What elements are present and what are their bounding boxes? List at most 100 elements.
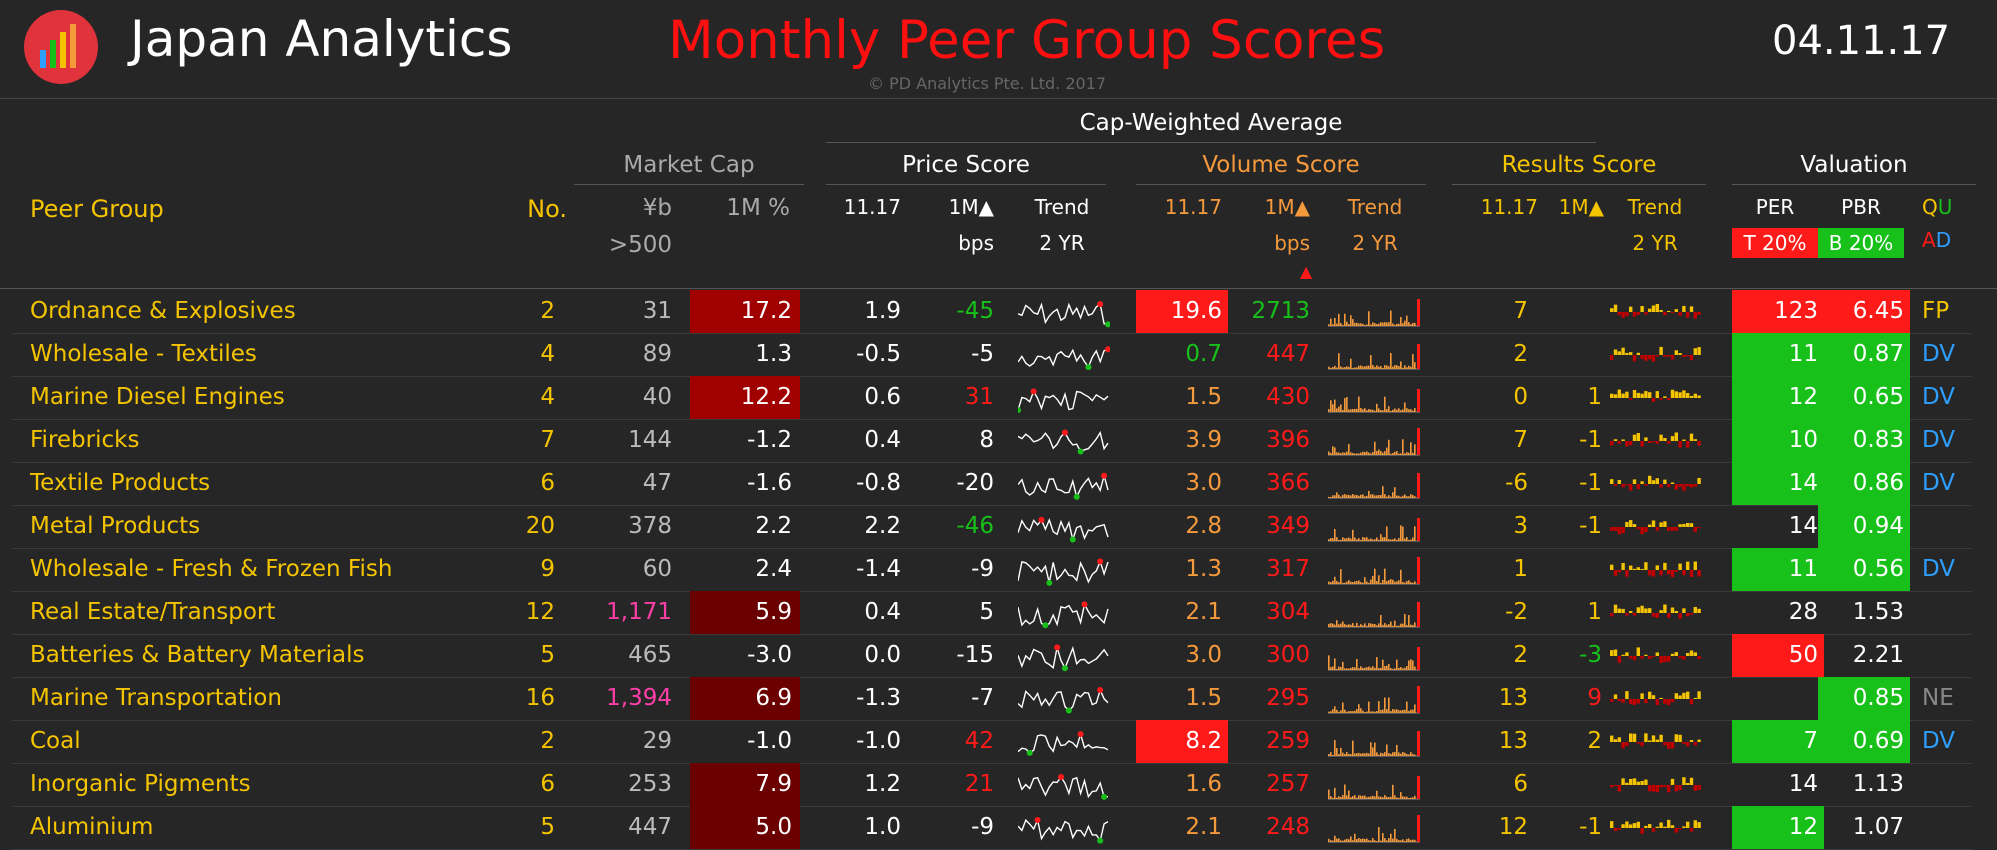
results-trend-cell [1610,381,1702,419]
volume-score-1m-bps: 349 [1266,513,1310,539]
col-qu-u: U [1937,195,1953,219]
pbr-value: 6.45 [1818,290,1910,333]
market-cap-value: 60 [642,556,672,582]
results-score-value: 2 [1513,642,1528,668]
results-score-1m: -3 [1579,642,1602,668]
table-row[interactable]: Wholesale - Fresh & Frozen Fish 9 60 2.4 -1.… [12,548,1972,592]
volume-trend-sparkline [1328,518,1420,542]
col-price-1m[interactable]: 1M▲ [948,195,994,219]
peer-group-name[interactable]: Metal Products [30,513,201,539]
table-row[interactable]: Real Estate/Transport 12 1,171 5.9 0.4 5 2.1 30… [12,591,1972,635]
col-no[interactable]: No. [527,195,567,223]
results-trend-cell [1610,467,1702,505]
peer-group-name[interactable]: Marine Diesel Engines [30,384,285,410]
peer-group-name[interactable]: Ordnance & Explosives [30,298,296,324]
table-row[interactable]: Marine Diesel Engines 4 40 12.2 0.6 31 1.5 430 0… [12,376,1972,420]
col-per[interactable]: PER [1755,195,1795,219]
volume-trend-cell [1328,381,1422,419]
market-cap-1m-pct: 5.0 [690,806,800,849]
table-row[interactable]: Wholesale - Textiles 4 89 1.3 -0.5 -5 0.7 447 2 1… [12,333,1972,377]
col-ad[interactable]: AD [1922,228,1951,252]
per-filter-badge: T 20% [1732,228,1818,258]
col-volume-1117[interactable]: 11.17 [1164,195,1222,219]
market-cap-1m-pct: -1.6 [747,470,792,496]
col-pbr[interactable]: PBR [1841,195,1881,219]
volume-trend-cell [1328,467,1422,505]
peer-group-name[interactable]: Textile Products [30,470,211,496]
col-results-1m[interactable]: 1M▲ [1558,195,1604,219]
table-row[interactable]: Coal 2 29 -1.0 -1.0 42 8.2 259 13 2 7 0.69 DV [12,720,1972,764]
volume-trend-sparkline [1328,428,1420,456]
volume-trend-cell [1328,682,1422,720]
price-score-1m-bps: -20 [956,470,994,496]
peer-group-name[interactable]: Batteries & Battery Materials [30,642,365,668]
price-score-1m-bps: -5 [971,341,994,367]
peer-group-name[interactable]: Aluminium [30,814,154,840]
peer-group-name[interactable]: Inorganic Pigments [30,771,251,797]
peer-group-name[interactable]: Coal [30,728,81,754]
group-divider [826,184,1106,185]
volume-trend-sparkline [1328,557,1420,585]
header-divider [0,98,1997,99]
pbr-value: 0.94 [1818,505,1910,548]
results-trend-sparkline [1610,389,1701,402]
price-score-1m-bps: -46 [956,513,994,539]
price-score-1m-bps: 42 [964,728,994,754]
table-row[interactable]: Ordnance & Explosives 2 31 17.2 1.9 -45 19.6 27… [12,290,1972,334]
results-score-value: 7 [1513,427,1528,453]
col-yen-b[interactable]: ¥b [642,195,672,221]
table-row[interactable]: Inorganic Pigments 6 253 7.9 1.2 21 1.6 257 6 14 1… [12,763,1972,807]
group-cap-weighted: Cap-Weighted Average [1079,110,1343,136]
peer-group-name[interactable]: Wholesale - Textiles [30,341,257,367]
price-trend-cell [1017,639,1110,677]
app-title: Japan Analytics [130,10,513,68]
results-score-1m: -1 [1579,814,1602,840]
col-volume-1m[interactable]: 1M▲ [1264,195,1310,219]
col-peer-group[interactable]: Peer Group [30,195,164,223]
col-volume-trend[interactable]: Trend [1347,195,1403,219]
col-1m-pct[interactable]: 1M % [726,195,790,221]
pbr-filter-badge: B 20% [1818,228,1904,258]
peer-group-name[interactable]: Real Estate/Transport [30,599,276,625]
per-value: 7 [1732,720,1824,763]
results-score-value: 13 [1498,728,1528,754]
table-row[interactable]: Textile Products 6 47 -1.6 -0.8 -20 3.0 366 -6 -1… [12,462,1972,506]
table-row[interactable]: Batteries & Battery Materials 5 465 -3.0 0.0… [12,634,1972,678]
market-cap-value: 31 [642,298,672,324]
sort-indicator-icon: ▲ [1299,262,1313,281]
volume-score-1m-bps: 317 [1266,556,1310,582]
col-price-2yr: 2 YR [1039,231,1085,255]
results-score-value: -2 [1505,599,1528,625]
table-row[interactable]: Aluminium 5 447 5.0 1.0 -9 2.1 248 12 -1 12 1.07 [12,806,1972,850]
market-cap-value: 89 [642,341,672,367]
results-score-value: -6 [1505,470,1528,496]
table-row[interactable]: Marine Transportation 16 1,394 6.9 -1.3 -7 1.5… [12,677,1972,721]
col-results-trend[interactable]: Trend [1627,195,1683,219]
col-qu[interactable]: QU [1922,195,1952,219]
peer-group-name[interactable]: Wholesale - Fresh & Frozen Fish [30,556,393,582]
pbr-value: 1.13 [1852,771,1904,797]
results-trend-sparkline [1610,520,1701,535]
volume-trend-sparkline [1328,389,1420,413]
market-cap-1m-pct: -1.2 [747,427,792,453]
group-volume-score: Volume Score [1202,152,1360,178]
market-cap-value: 47 [642,470,672,496]
pbr-value: 0.85 [1818,677,1910,720]
peer-group-name[interactable]: Firebricks [30,427,140,453]
results-trend-sparkline [1610,303,1701,319]
table-row[interactable]: Firebricks 7 144 -1.2 0.4 8 3.9 396 7 -1 10 0.83 DV [12,419,1972,463]
col-price-trend[interactable]: Trend [1034,195,1090,219]
price-trend-cell [1017,811,1110,849]
pbr-value: 0.83 [1818,419,1910,462]
col-price-1117[interactable]: 11.17 [843,195,901,219]
table-row[interactable]: Metal Products 20 378 2.2 2.2 -46 2.8 349 3 -1 14 0… [12,505,1972,549]
peer-group-name[interactable]: Marine Transportation [30,685,282,711]
peer-count: 5 [540,642,555,668]
pbr-value: 0.87 [1818,333,1910,376]
volume-score-value: 2.1 [1185,599,1222,625]
per-value: 123 [1732,290,1824,333]
market-cap-1m-pct: 17.2 [690,290,800,333]
col-results-1117[interactable]: 11.17 [1480,195,1538,219]
price-trend-cell [1017,768,1110,806]
results-trend-cell [1610,510,1702,548]
